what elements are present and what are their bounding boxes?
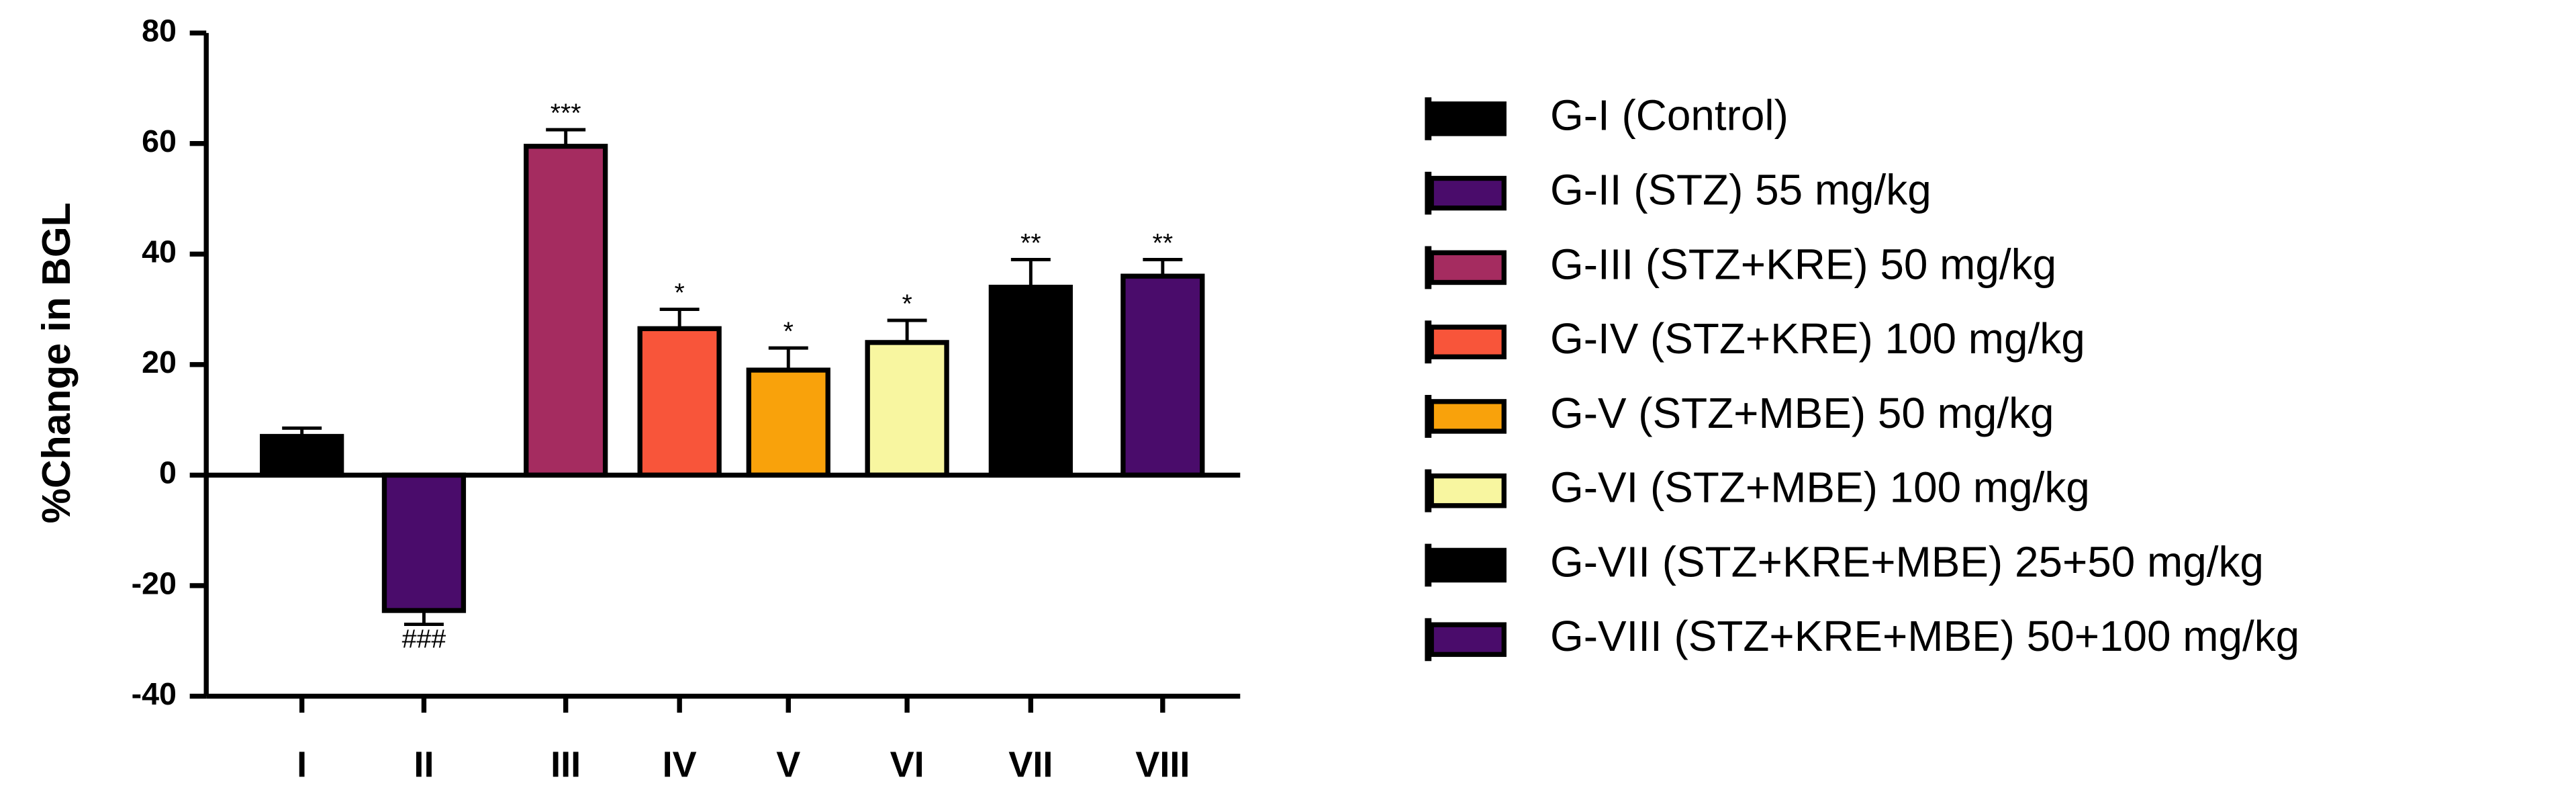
legend-label: G-IV (STZ+KRE) 100 mg/kg <box>1550 314 2085 363</box>
x-tick-label: V <box>776 744 800 784</box>
significance-label: * <box>783 316 794 346</box>
legend-swatch <box>1429 547 1507 583</box>
y-tick-label: 20 <box>142 345 177 379</box>
significance-label: * <box>902 289 912 318</box>
bar <box>637 326 722 478</box>
significance-label: ** <box>1020 228 1041 258</box>
legend-label: G-V (STZ+MBE) 50 mg/kg <box>1550 389 2054 437</box>
y-tick-label: -20 <box>132 566 177 600</box>
legend-swatch <box>1429 250 1507 285</box>
y-tick-label: 80 <box>142 13 177 48</box>
significance-label: ### <box>402 624 446 654</box>
legend-swatch <box>1429 175 1507 211</box>
significance-label: * <box>675 278 685 308</box>
legend-label: G-VII (STZ+KRE+MBE) 25+50 mg/kg <box>1550 537 2264 586</box>
x-tick-label: III <box>551 744 581 784</box>
legend-swatch <box>1429 399 1507 434</box>
legend-swatch <box>1429 101 1507 136</box>
bar <box>988 284 1073 478</box>
legend-label: G-VIII (STZ+KRE+MBE) 50+100 mg/kg <box>1550 612 2299 660</box>
y-tick-label: 60 <box>142 124 177 159</box>
legend-swatch <box>1429 473 1507 508</box>
bar <box>260 434 344 478</box>
x-tick-label: II <box>414 744 434 784</box>
legend-label: G-III (STZ+KRE) 50 mg/kg <box>1550 240 2056 288</box>
bar <box>524 144 608 478</box>
x-tick-label: VIII <box>1135 744 1190 784</box>
legend-label: G-VI (STZ+MBE) 100 mg/kg <box>1550 463 2090 512</box>
significance-label: *** <box>551 98 581 128</box>
y-tick-label: 40 <box>142 234 177 269</box>
legend-swatch <box>1429 324 1507 359</box>
legend-label: G-I (Control) <box>1550 91 1788 140</box>
legend-label: G-II (STZ) 55 mg/kg <box>1550 165 1931 214</box>
bar <box>1120 273 1205 478</box>
x-tick-label: I <box>297 744 307 784</box>
legend-swatch <box>1429 622 1507 658</box>
y-tick-label: -40 <box>132 676 177 711</box>
significance-label: ** <box>1153 228 1174 258</box>
x-tick-label: VI <box>890 744 924 784</box>
y-tick-label: 0 <box>159 455 177 490</box>
bar <box>865 340 949 478</box>
x-tick-label: VII <box>1008 744 1053 784</box>
x-tick-label: IV <box>663 744 697 784</box>
y-axis-label: %Change in BGL <box>35 202 79 523</box>
bar <box>746 367 830 478</box>
bar <box>381 472 467 613</box>
